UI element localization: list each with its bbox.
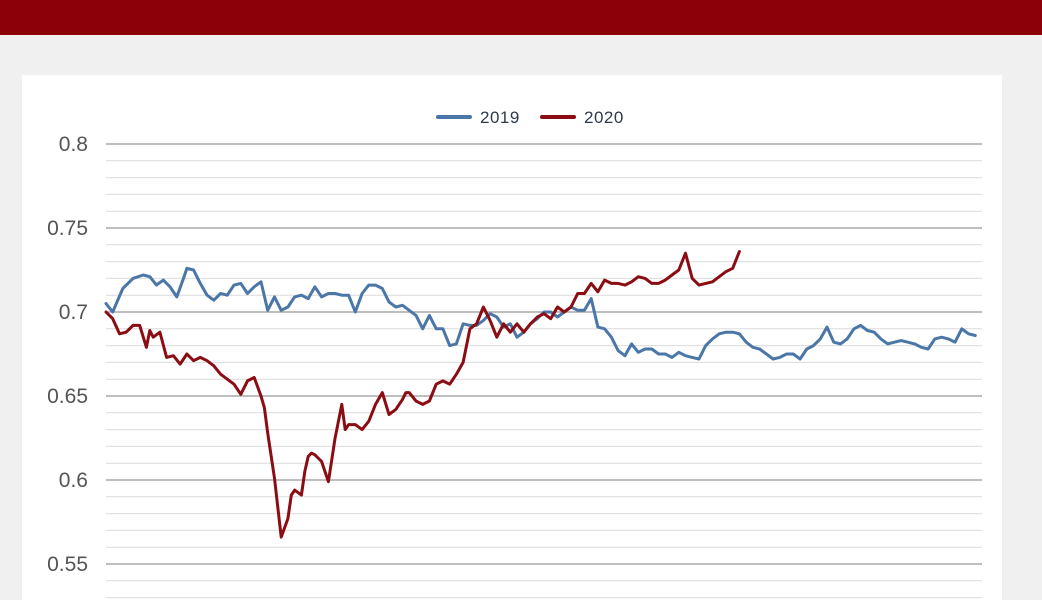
y-tick-label: 0.75 bbox=[47, 217, 88, 240]
y-tick-label: 0.8 bbox=[59, 133, 88, 156]
legend-label-2020: 2020 bbox=[584, 108, 624, 127]
chart-card: 0.8 0.75 0.7 0.65 0.6 0.55 2019 2020 bbox=[22, 75, 1002, 600]
line-chart: 0.8 0.75 0.7 0.65 0.6 0.55 2019 2020 bbox=[47, 108, 982, 599]
y-tick-label: 0.55 bbox=[47, 553, 88, 576]
y-tick-label: 0.6 bbox=[59, 469, 88, 492]
y-tick-label: 0.65 bbox=[47, 385, 88, 408]
top-banner bbox=[0, 0, 1042, 35]
series-line-2020 bbox=[104, 250, 741, 539]
y-tick-label: 0.7 bbox=[59, 301, 88, 324]
legend-label-2019: 2019 bbox=[480, 108, 520, 127]
series-line-2019 bbox=[104, 266, 977, 361]
